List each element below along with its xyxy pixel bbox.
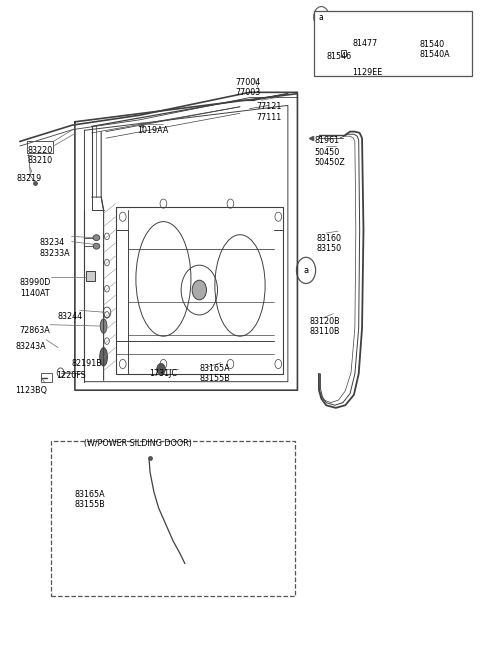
Text: 81540
81540A: 81540 81540A [420,40,450,60]
Text: a: a [303,266,309,275]
Ellipse shape [100,348,108,366]
Text: 83243A: 83243A [15,342,46,351]
Text: 83165A
83155B: 83165A 83155B [199,364,230,383]
Bar [51,441,295,596]
Text: 81546: 81546 [326,52,351,62]
Circle shape [157,363,165,375]
Text: 83165A
83155B: 83165A 83155B [75,489,106,509]
Bar [314,10,472,76]
Text: 1123BQ: 1123BQ [15,386,47,395]
Text: 83219: 83219 [16,173,41,182]
Text: 77121
77111: 77121 77111 [257,102,282,121]
Bar [86,271,96,281]
Ellipse shape [93,243,100,249]
Text: 1220FS: 1220FS [56,371,85,380]
Text: a: a [319,12,324,22]
Ellipse shape [93,235,100,241]
Text: 83120B
83110B: 83120B 83110B [310,317,340,337]
Text: (W/POWER SILDING DOOR): (W/POWER SILDING DOOR) [84,440,192,448]
Text: 82191B: 82191B [72,359,102,368]
Text: 50450
50450Z: 50450 50450Z [314,148,345,167]
Text: 1019AA: 1019AA [137,127,168,135]
Text: 77004
77003: 77004 77003 [235,78,261,97]
Text: 83234
83233A: 83234 83233A [40,238,71,258]
Text: 81477: 81477 [352,39,378,48]
Text: 83990D
1140AT: 83990D 1140AT [20,278,51,298]
Text: 72863A: 72863A [20,326,50,335]
Bar [340,51,346,56]
Text: 83220
83210: 83220 83210 [27,146,52,165]
Bar [41,373,52,382]
Text: 1129EE: 1129EE [352,68,383,77]
Text: 83244: 83244 [57,312,82,321]
Ellipse shape [100,319,107,333]
Text: 83160
83150: 83160 83150 [317,234,342,253]
Text: 1731JC: 1731JC [149,369,177,379]
Circle shape [192,280,206,300]
Text: 81961: 81961 [314,136,339,145]
